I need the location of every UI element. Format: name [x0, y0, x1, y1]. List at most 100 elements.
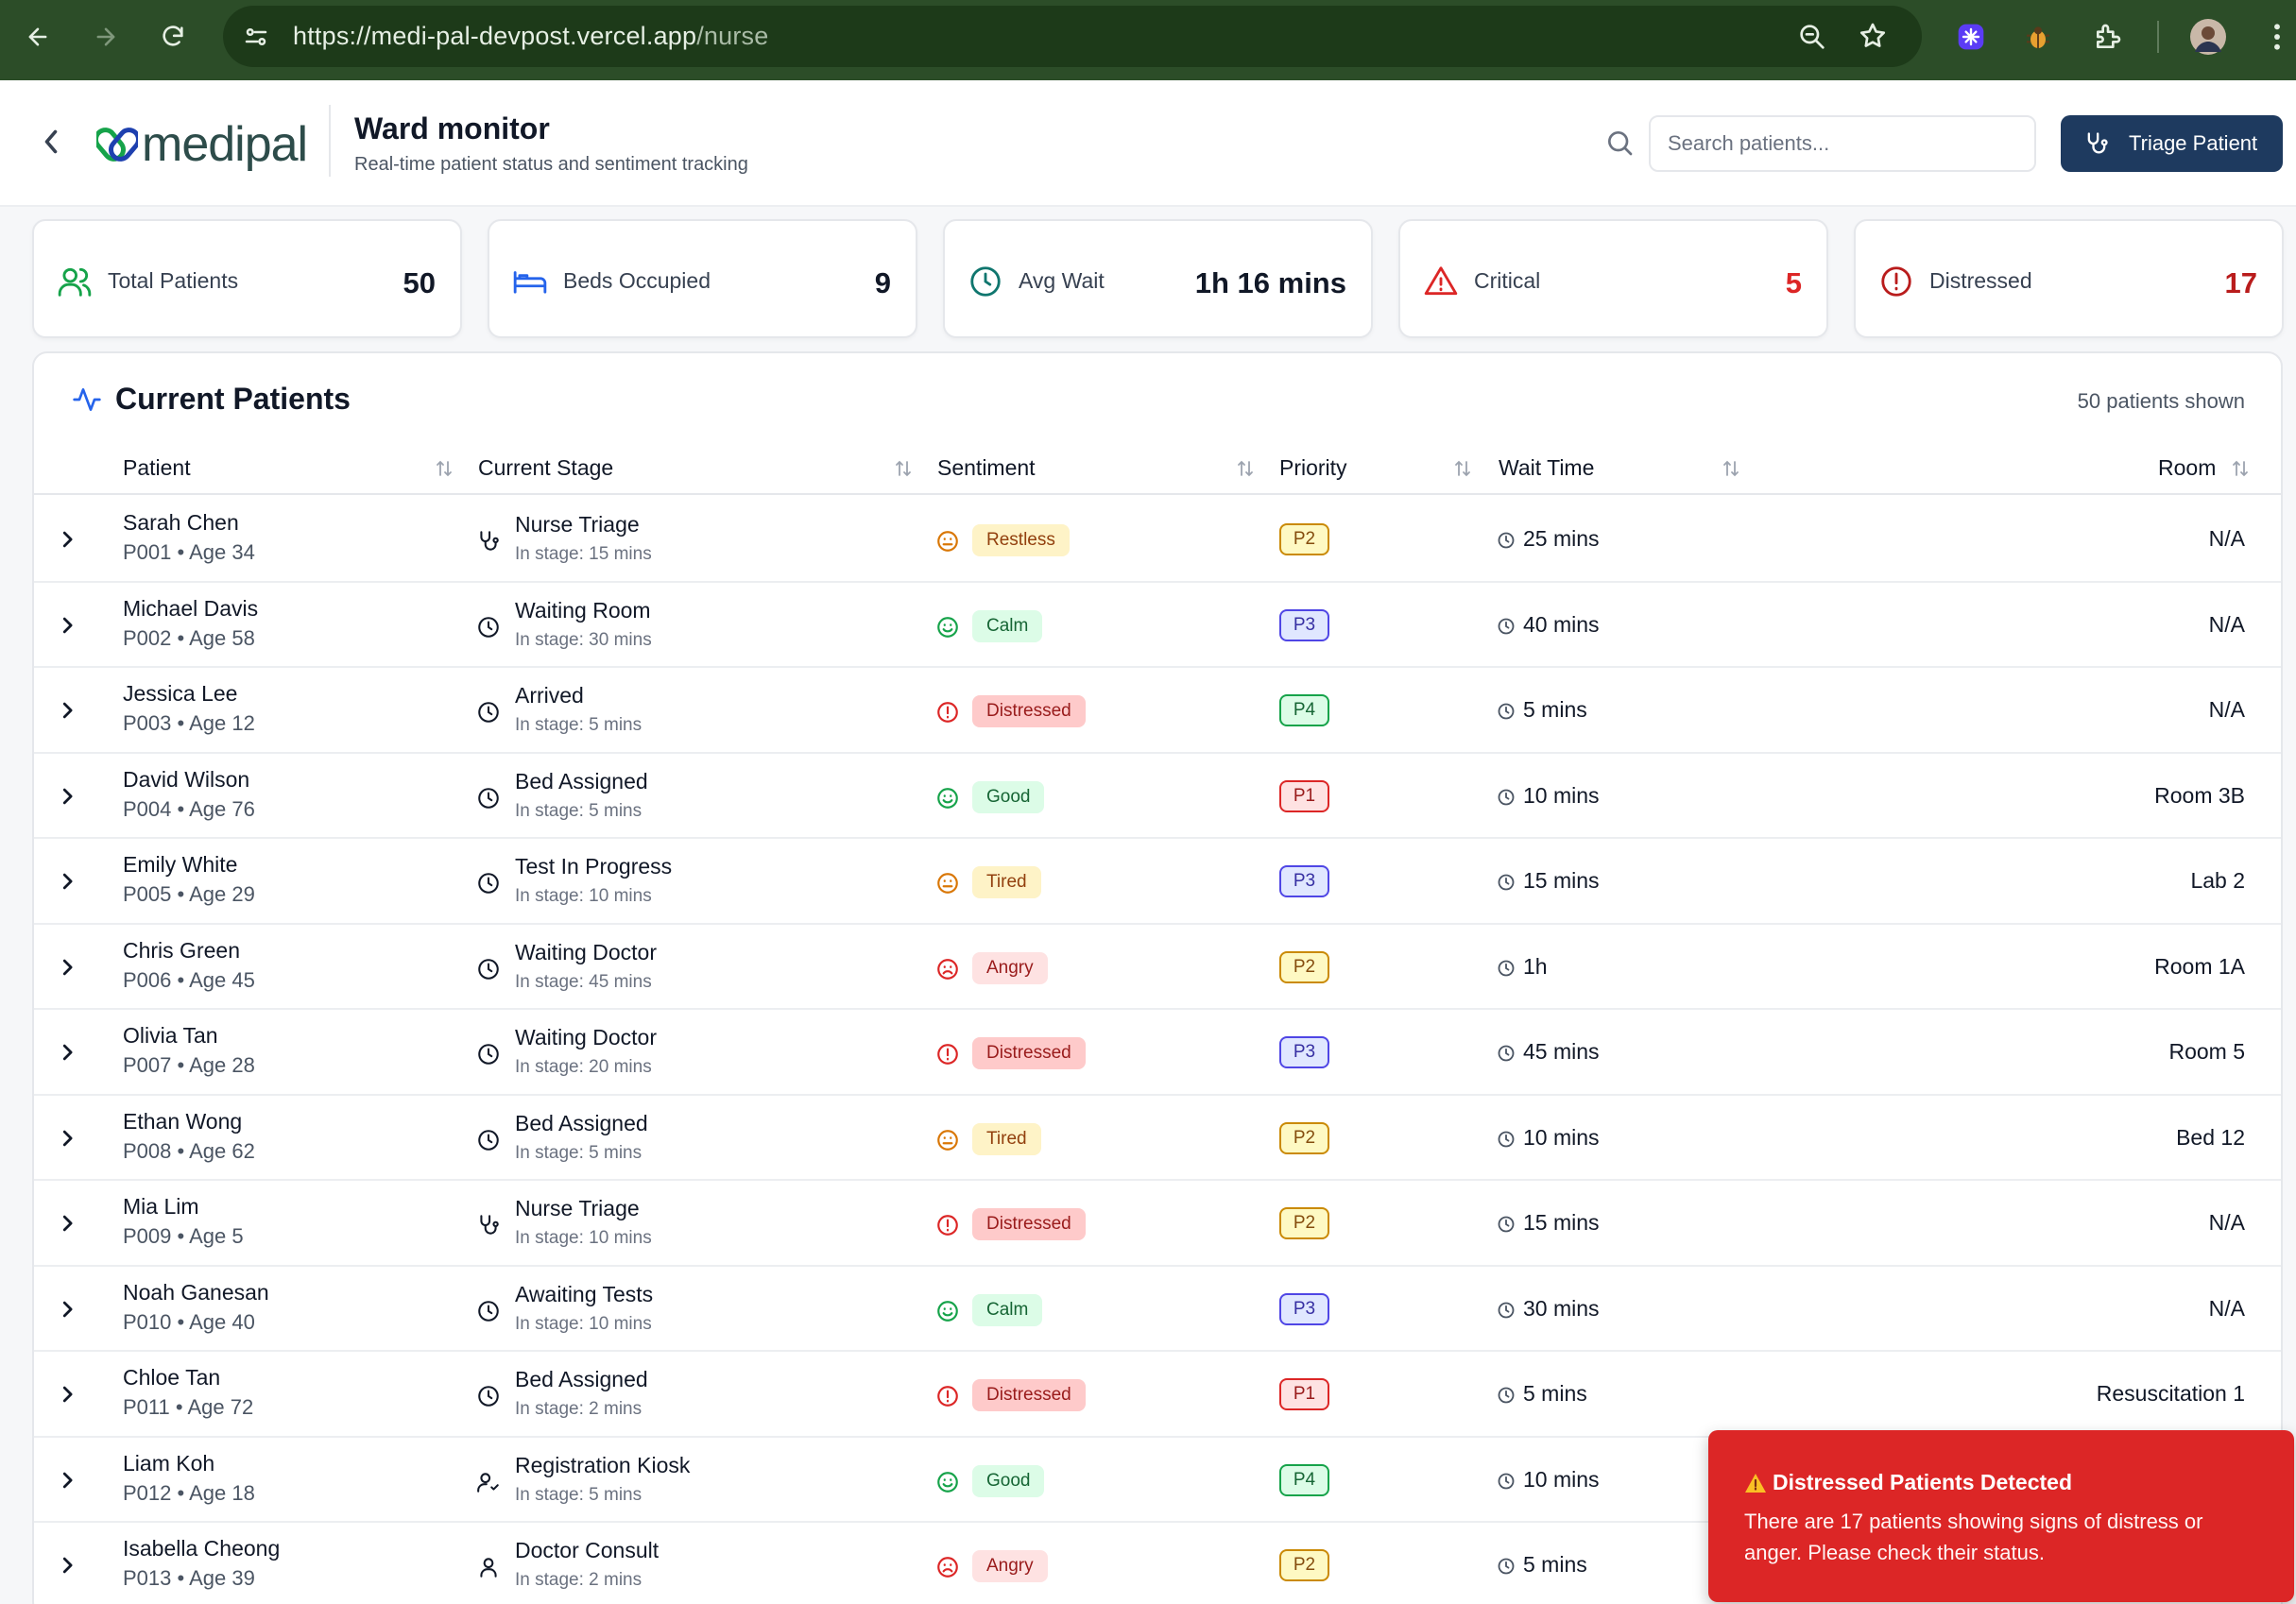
extensions-puzzle-icon[interactable] — [2089, 18, 2127, 56]
extension-purple-icon[interactable] — [1952, 18, 1990, 56]
zoom-icon[interactable] — [1797, 22, 1827, 57]
patient-name[interactable]: Mia Lim — [123, 1194, 199, 1219]
clock-icon — [968, 264, 1003, 299]
room: N/A — [2208, 526, 2245, 551]
patient-id-age: P012 • Age 18 — [123, 1480, 255, 1505]
patient-name[interactable]: Sarah Chen — [123, 510, 239, 535]
room: Room 3B — [2154, 782, 2245, 808]
patient-name[interactable]: Michael Davis — [123, 595, 259, 621]
expand-chevron-icon[interactable] — [60, 1128, 77, 1149]
table-row[interactable]: Mia Lim P009 • Age 5 Nurse Triage In stage:… — [34, 1181, 2281, 1267]
back-arrow-icon[interactable] — [19, 18, 57, 56]
column-header-stage[interactable]: Current Stage — [478, 455, 614, 480]
url-path: /nurse — [696, 22, 769, 50]
expand-chevron-icon[interactable] — [60, 1555, 77, 1576]
expand-chevron-icon[interactable] — [60, 1470, 77, 1491]
bookmark-star-icon[interactable] — [1858, 21, 1888, 56]
table-row[interactable]: Emily White P005 • Age 29 Test In Progress… — [34, 839, 2281, 925]
stat-value: 50 — [403, 266, 436, 299]
patient-name[interactable]: Chloe Tan — [123, 1365, 221, 1390]
clock-icon — [476, 1128, 501, 1152]
users-icon — [57, 264, 93, 299]
sort-icon[interactable] — [1722, 458, 1740, 479]
sort-icon[interactable] — [1453, 458, 1472, 479]
sort-icon[interactable] — [435, 458, 454, 479]
sort-icon[interactable] — [1236, 458, 1255, 479]
stat-value: 5 — [1785, 266, 1802, 299]
sort-icon[interactable] — [2231, 458, 2250, 479]
table-row[interactable]: Jessica Lee P003 • Age 12 Arrived In stage:… — [34, 668, 2281, 754]
stage-name: Test In Progress — [515, 854, 673, 879]
forward-arrow-icon[interactable] — [87, 18, 125, 56]
bed-icon — [512, 264, 548, 299]
triage-patient-button[interactable]: Triage Patient — [2061, 115, 2283, 172]
expand-chevron-icon[interactable] — [60, 1042, 77, 1063]
table-row[interactable]: Sarah Chen P001 • Age 34 Nurse Triage In st… — [34, 497, 2281, 583]
url-text: https://medi-pal-devpost.vercel.app/nurs… — [293, 22, 768, 51]
clock-icon — [476, 615, 501, 640]
back-chevron-icon[interactable] — [34, 123, 68, 161]
wait-clock-icon — [1497, 1130, 1516, 1149]
table-row[interactable]: Ethan Wong P008 • Age 62 Bed Assigned In st… — [34, 1096, 2281, 1181]
table-row[interactable]: David Wilson P004 • Age 76 Bed Assigned In … — [34, 754, 2281, 839]
column-header-patient[interactable]: Patient — [123, 455, 191, 480]
distress-alert-toast[interactable]: Distressed Patients Detected There are 1… — [1708, 1430, 2294, 1602]
patient-name[interactable]: Chris Green — [123, 937, 240, 963]
alert-circle-icon — [935, 1213, 960, 1237]
column-header-wait-time[interactable]: Wait Time — [1499, 455, 1595, 480]
stat-card-beds-occupied: Beds Occupied 9 — [488, 219, 917, 338]
table-row[interactable]: Olivia Tan P007 • Age 28 Waiting Doctor In … — [34, 1010, 2281, 1096]
browser-menu-icon[interactable] — [2258, 18, 2296, 56]
table-row[interactable]: Michael Davis P002 • Age 58 Waiting Room In… — [34, 583, 2281, 668]
expand-chevron-icon[interactable] — [60, 957, 77, 978]
expand-chevron-icon[interactable] — [60, 786, 77, 807]
patient-name[interactable]: Olivia Tan — [123, 1023, 218, 1048]
table-row[interactable]: Chris Green P006 • Age 45 Waiting Doctor In… — [34, 925, 2281, 1010]
room: N/A — [2208, 1210, 2245, 1235]
patient-name[interactable]: David Wilson — [123, 766, 250, 792]
column-header-room[interactable]: Room — [2158, 455, 2217, 480]
patient-name[interactable]: Ethan Wong — [123, 1108, 243, 1134]
user-icon — [476, 1555, 501, 1579]
wait-time: 25 mins — [1523, 526, 1600, 551]
bug-extension-icon[interactable] — [2019, 18, 2057, 56]
neutral-face-icon — [935, 1128, 960, 1152]
clock-icon — [476, 1042, 501, 1066]
expand-chevron-icon[interactable] — [60, 529, 77, 550]
table-row[interactable]: Chloe Tan P011 • Age 72 Bed Assigned In sta… — [34, 1352, 2281, 1438]
warning-icon — [1745, 1473, 1766, 1493]
expand-chevron-icon[interactable] — [60, 1384, 77, 1405]
sentiment-badge: Restless — [972, 524, 1070, 556]
patient-id-age: P002 • Age 58 — [123, 625, 255, 650]
neutral-face-icon — [935, 529, 960, 554]
table-row[interactable]: Liam Koh P012 • Age 18 Registration Kiosk I… — [34, 1438, 2281, 1523]
expand-chevron-icon[interactable] — [60, 1299, 77, 1320]
patient-name[interactable]: Jessica Lee — [123, 681, 238, 706]
priority-badge: P3 — [1279, 1292, 1329, 1325]
search-input[interactable] — [1649, 115, 2036, 172]
patient-name[interactable]: Emily White — [123, 852, 238, 877]
patient-name[interactable]: Liam Koh — [123, 1450, 215, 1476]
site-info-icon[interactable] — [242, 23, 270, 56]
profile-avatar[interactable] — [2189, 18, 2227, 56]
patient-name[interactable]: Noah Ganesan — [123, 1279, 269, 1305]
alert-circle-icon — [1878, 264, 1914, 299]
expand-chevron-icon[interactable] — [60, 700, 77, 721]
stage-duration: In stage: 30 mins — [515, 629, 652, 650]
stage-name: Bed Assigned — [515, 1110, 648, 1135]
address-bar[interactable]: https://medi-pal-devpost.vercel.app/nurs… — [223, 6, 1922, 67]
sort-icon[interactable] — [894, 458, 913, 479]
expand-chevron-icon[interactable] — [60, 871, 77, 892]
column-header-sentiment[interactable]: Sentiment — [937, 455, 1036, 480]
medipal-logo[interactable]: medipal — [96, 116, 308, 173]
expand-chevron-icon[interactable] — [60, 615, 77, 636]
column-header-priority[interactable]: Priority — [1279, 455, 1347, 480]
table-row[interactable]: Noah Ganesan P010 • Age 40 Awaiting Tests I… — [34, 1267, 2281, 1352]
table-row[interactable]: Isabella Cheong P013 • Age 39 Doctor Consu… — [34, 1523, 2281, 1604]
expand-chevron-icon[interactable] — [60, 1213, 77, 1234]
patient-name[interactable]: Isabella Cheong — [123, 1536, 281, 1561]
stat-card-distressed: Distressed 17 — [1854, 219, 2284, 338]
wait-time: 10 mins — [1523, 1466, 1600, 1492]
reload-icon[interactable] — [154, 18, 192, 56]
stage-name: Waiting Doctor — [515, 1025, 657, 1049]
